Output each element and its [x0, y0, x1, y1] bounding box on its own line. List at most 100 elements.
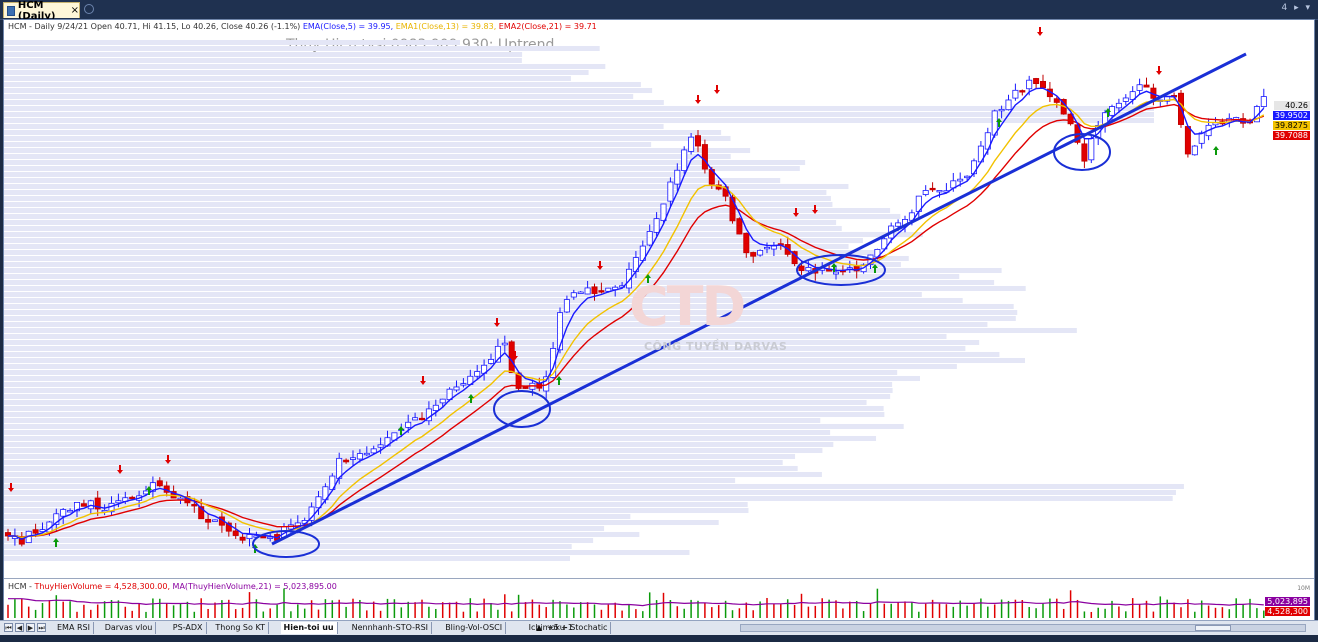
- candle-body: [1033, 78, 1040, 85]
- profile-bar: [4, 184, 849, 189]
- profile-bar: [4, 238, 863, 243]
- first-sheet-button[interactable]: ⏮: [4, 623, 13, 632]
- profile-bar: [4, 454, 796, 459]
- add-5-button[interactable]: +5: [547, 623, 559, 632]
- prev-sheet-button[interactable]: ◀: [15, 623, 24, 632]
- candle-body: [998, 108, 1005, 112]
- profile-bar: [4, 316, 1016, 321]
- sheet-tab-6[interactable]: Bling-Vol-OSCI: [442, 622, 507, 634]
- sell-arrow: [420, 376, 426, 385]
- profile-bar: [4, 82, 641, 87]
- candle-body: [198, 506, 205, 520]
- close-icon[interactable]: ×: [70, 5, 79, 16]
- volume-ma-tag: 5,023,895: [1265, 597, 1310, 606]
- profile-bar: [4, 268, 1002, 273]
- candle-body: [1260, 96, 1267, 107]
- profile-bar: [4, 64, 606, 69]
- profile-bar: [4, 262, 901, 267]
- candle-body: [674, 169, 681, 185]
- candle-body: [156, 480, 163, 487]
- sheet-tab-0[interactable]: EMA RSI: [54, 622, 94, 634]
- candle-body: [1067, 113, 1074, 125]
- new-tab-icon[interactable]: [84, 4, 94, 14]
- candle-body: [1191, 145, 1198, 156]
- candle-body: [1253, 106, 1260, 123]
- candle-body: [701, 144, 708, 170]
- candle-body: [1019, 90, 1026, 93]
- sheet-tab-4[interactable]: Hien-toi uu: [280, 622, 338, 634]
- candle-body: [805, 266, 812, 272]
- candle-body: [591, 286, 598, 294]
- profile-bar: [4, 244, 849, 249]
- sell-arrow: [117, 465, 123, 474]
- scrollbar-thumb[interactable]: [1195, 625, 1231, 631]
- profile-bar: [4, 172, 715, 177]
- profile-bar: [4, 166, 800, 171]
- candle-body: [501, 342, 508, 346]
- profile-bar: [4, 334, 947, 339]
- buy-arrow: [53, 538, 59, 547]
- candle-body: [474, 371, 481, 377]
- profile-bar: [4, 202, 833, 207]
- sell-arrow: [494, 318, 500, 327]
- sheet-tab-1[interactable]: Darvas vlou: [102, 622, 157, 634]
- profile-bar: [4, 130, 722, 135]
- candle-body: [688, 136, 695, 152]
- candle-body: [895, 222, 902, 227]
- support-ellipse-4: [1053, 133, 1111, 171]
- profile-bar: [4, 220, 837, 225]
- candle-body: [1143, 84, 1150, 88]
- candle-body: [349, 457, 356, 460]
- sheet-tab-5[interactable]: Nennhanh-STO-RSI: [349, 622, 433, 634]
- buy-arrow: [831, 263, 837, 272]
- profile-bar: [4, 430, 831, 435]
- window-bottom-edge: [0, 635, 1318, 642]
- sheet-tab-3[interactable]: Thong So KT: [212, 622, 269, 634]
- candle-body: [833, 271, 840, 275]
- tab-scroll-controls[interactable]: 4 ▸ ▾: [1281, 3, 1312, 13]
- ema21-line: [7, 103, 1265, 538]
- buy-arrow: [468, 394, 474, 403]
- candle-body: [750, 252, 757, 257]
- profile-bar: [4, 490, 1176, 495]
- profile-bar: [4, 232, 923, 237]
- add-1-button[interactable]: +1: [561, 623, 573, 632]
- candle-body: [67, 510, 74, 513]
- candle-body: [1088, 138, 1095, 161]
- profile-bar: [4, 196, 831, 201]
- candle-body: [239, 536, 246, 541]
- profile-bar: [4, 364, 957, 369]
- horizontal-scrollbar[interactable]: [740, 624, 1306, 632]
- sell-arrow: [165, 455, 171, 464]
- profile-bar: [4, 70, 589, 75]
- chart-window[interactable]: HCM - Daily 9/24/21 Open 40.71, Hi 41.15…: [3, 19, 1315, 637]
- profile-bar: [4, 178, 781, 183]
- sheet-scroll-up[interactable]: ▲: [536, 623, 543, 632]
- sell-arrow: [1037, 27, 1043, 36]
- sheet-tab-2[interactable]: PS-ADX: [170, 622, 207, 634]
- candle-body: [260, 536, 267, 539]
- profile-bar: [4, 502, 748, 507]
- next-sheet-button[interactable]: ▶: [26, 623, 35, 632]
- last-sheet-button[interactable]: ⏭: [37, 623, 46, 632]
- profile-bar: [4, 142, 652, 147]
- candle-body: [1122, 97, 1129, 102]
- sell-arrow: [793, 208, 799, 217]
- profile-bar: [4, 106, 1154, 111]
- volume-chart[interactable]: [4, 578, 1272, 620]
- candle-body: [1053, 98, 1060, 103]
- price-chart[interactable]: [4, 20, 1272, 576]
- profile-bar: [4, 418, 821, 423]
- sheet-tab-7[interactable]: Ichimoku- Stochatic: [526, 622, 612, 634]
- candle-body: [929, 187, 936, 191]
- profile-bar: [4, 340, 980, 345]
- buy-arrow: [556, 376, 562, 385]
- chart-document-tab[interactable]: HCM (Daily) ×: [3, 0, 80, 22]
- profile-bar: [4, 112, 1154, 117]
- candle-body: [743, 232, 750, 254]
- volume-ma-line: [8, 598, 1264, 607]
- sheet-tab-bar: ⏮ ◀ ▶ ⏭ EMA RSI Darvas vlou PS-ADX Thong So…: [0, 620, 1318, 635]
- profile-bar: [4, 328, 1077, 333]
- profile-bar: [4, 532, 640, 537]
- panel-separator[interactable]: [4, 578, 1314, 579]
